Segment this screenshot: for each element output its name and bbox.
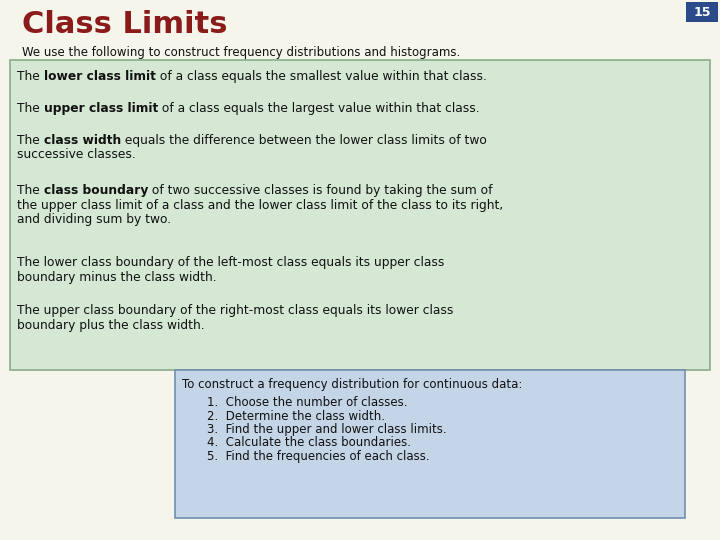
Text: The: The — [17, 70, 44, 83]
Text: boundary plus the class width.: boundary plus the class width. — [17, 319, 204, 332]
Text: The: The — [17, 184, 44, 197]
Text: successive classes.: successive classes. — [17, 148, 136, 161]
Text: To construct a frequency distribution for continuous data:: To construct a frequency distribution fo… — [182, 378, 523, 391]
Text: 5.  Find the frequencies of each class.: 5. Find the frequencies of each class. — [207, 450, 430, 463]
Text: of a class equals the largest value within that class.: of a class equals the largest value with… — [158, 102, 480, 115]
Text: of a class equals the smallest value within that class.: of a class equals the smallest value wit… — [156, 70, 487, 83]
Text: The: The — [17, 134, 44, 147]
Text: equals the difference between the lower class limits of two: equals the difference between the lower … — [121, 134, 487, 147]
Text: upper class limit: upper class limit — [44, 102, 158, 115]
Text: 4.  Calculate the class boundaries.: 4. Calculate the class boundaries. — [207, 436, 411, 449]
Text: The: The — [17, 102, 44, 115]
FancyBboxPatch shape — [686, 2, 718, 22]
Text: of two successive classes is found by taking the sum of: of two successive classes is found by ta… — [148, 184, 492, 197]
Text: Class Limits: Class Limits — [22, 10, 228, 39]
Text: lower class limit: lower class limit — [44, 70, 156, 83]
Text: class boundary: class boundary — [44, 184, 148, 197]
Text: The lower class boundary of the left-most class equals its upper class: The lower class boundary of the left-mos… — [17, 256, 444, 269]
Text: 15: 15 — [693, 5, 711, 18]
Text: We use the following to construct frequency distributions and histograms.: We use the following to construct freque… — [22, 46, 460, 59]
FancyBboxPatch shape — [175, 370, 685, 518]
Text: class width: class width — [44, 134, 121, 147]
Text: boundary minus the class width.: boundary minus the class width. — [17, 271, 217, 284]
Text: The upper class boundary of the right-most class equals its lower class: The upper class boundary of the right-mo… — [17, 304, 454, 317]
Text: 1.  Choose the number of classes.: 1. Choose the number of classes. — [207, 396, 408, 409]
Text: and dividing sum by two.: and dividing sum by two. — [17, 213, 171, 226]
Text: 2.  Determine the class width.: 2. Determine the class width. — [207, 409, 385, 422]
FancyBboxPatch shape — [10, 60, 710, 370]
Text: 3.  Find the upper and lower class limits.: 3. Find the upper and lower class limits… — [207, 423, 446, 436]
Text: the upper class limit of a class and the lower class limit of the class to its r: the upper class limit of a class and the… — [17, 199, 503, 212]
